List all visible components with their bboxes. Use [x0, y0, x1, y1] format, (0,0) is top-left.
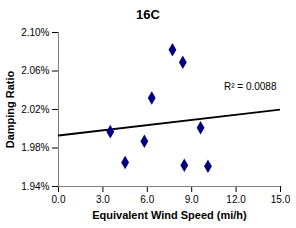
svg-text:3.0: 3.0 [96, 194, 110, 205]
svg-text:6.0: 6.0 [140, 194, 154, 205]
html-text:16C: 16C [136, 7, 160, 22]
svg-text:1.94%: 1.94% [21, 181, 49, 192]
svg-text:9.0: 9.0 [185, 194, 199, 205]
svg-text:1.98%: 1.98% [21, 142, 49, 153]
svg-text:12.0: 12.0 [226, 194, 246, 205]
svg-text:0.0: 0.0 [52, 194, 66, 205]
svg-text:R² = 0.0088: R² = 0.0088 [224, 81, 277, 92]
svg-text:2.10%: 2.10% [21, 27, 49, 38]
svg-text:2.06%: 2.06% [21, 65, 49, 76]
svg-text:Damping Ratio: Damping Ratio [4, 70, 16, 148]
svg-text:2.02%: 2.02% [21, 104, 49, 115]
svg-text:Equivalent Wind Speed (mi/h): Equivalent Wind Speed (mi/h) [92, 209, 247, 221]
svg-text:15.0: 15.0 [271, 194, 291, 205]
